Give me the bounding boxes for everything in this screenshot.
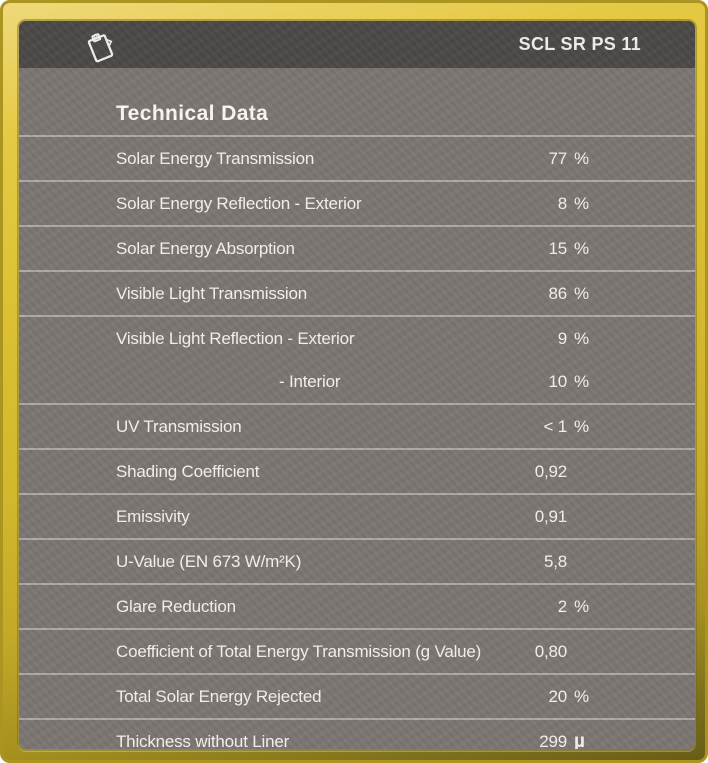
row-value: 299 [539,731,567,750]
row-value: 0,80 [534,641,567,661]
row-unit: % [574,148,590,168]
row-label: UV Transmission [116,416,242,436]
row-value: 20 [548,686,567,706]
row-label: Shading Coefficient [116,461,260,481]
row-unit: % [574,283,590,303]
product-code: SCL SR PS 11 [518,34,641,54]
table-row: U-Value (EN 673 W/m²K) 5,8 [19,538,695,583]
table-row: Visible Light Transmission 86 % [19,270,695,315]
row-unit: % [574,686,590,706]
table-row: Total Solar Energy Rejected 20 % [19,673,695,718]
table-row: Solar Energy Transmission 77 % [19,135,695,180]
row-label: U-Value (EN 673 W/m²K) [116,551,302,571]
row-label: Total Solar Energy Rejected [116,686,322,706]
row-label: Visible Light Transmission [116,283,308,303]
row-value: 5,8 [543,551,567,571]
row-value: 10 [548,371,567,391]
row-unit: % [574,416,590,436]
table-row: Glare Reduction 2 % [19,583,695,628]
table-row: Solar Energy Reflection - Exterior 8 % [19,180,695,225]
row-unit: % [574,596,590,616]
table-row: Emissivity 0,91 [19,493,695,538]
row-value: 2 [557,596,567,616]
row-value: 0,92 [534,461,567,481]
row-label: Coefficient of Total Energy Transmission… [116,641,482,661]
table-row: UV Transmission < 1 % [19,403,695,448]
datasheet-panel: SCL SR PS 11 Technical Data Solar Energy… [19,21,695,749]
table-body: Solar Energy Transmission 77 % Solar Ene… [19,135,695,749]
table-row: - Interior 10 % [19,360,695,403]
row-value: 8 [557,193,567,213]
row-unit: % [574,328,590,348]
row-label: - Interior [279,371,341,391]
table-row: Visible Light Reflection - Exterior 9 % [19,315,695,360]
section-heading: Technical Data [19,68,695,135]
row-label: Solar Energy Absorption [116,238,295,258]
row-label: Visible Light Reflection - Exterior [116,328,355,348]
row-unit: % [574,193,590,213]
table-row: Thickness without Liner 299 µ [19,718,695,749]
row-label: Solar Energy Reflection - Exterior [116,193,362,213]
row-label: Thickness without Liner [116,731,290,750]
row-label: Emissivity [116,506,190,526]
header-band: SCL SR PS 11 [19,21,695,68]
row-label: Solar Energy Transmission [116,148,315,168]
table-row: Coefficient of Total Energy Transmission… [19,628,695,673]
row-label: Glare Reduction [116,596,236,616]
row-unit: µ [574,731,585,749]
section-title: Technical Data [116,102,269,125]
row-unit: % [574,371,590,391]
row-value: < 1 [543,416,567,436]
row-value: 0,91 [534,506,567,526]
row-unit: % [574,238,590,258]
row-value: 15 [548,238,567,258]
table-row: Solar Energy Absorption 15 % [19,225,695,270]
row-value: 9 [557,328,567,348]
table-row: Shading Coefficient 0,92 [19,448,695,493]
clipboard-icon [87,32,114,62]
row-value: 86 [548,283,567,303]
row-value: 77 [548,148,567,168]
